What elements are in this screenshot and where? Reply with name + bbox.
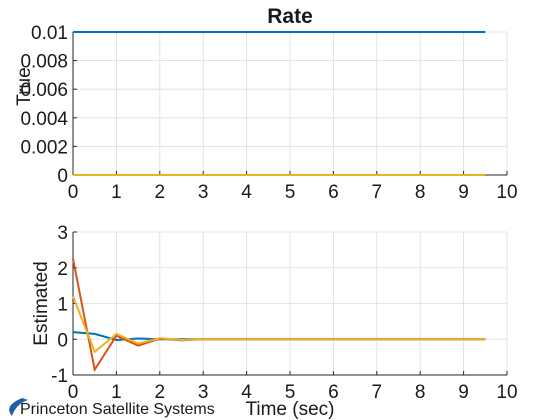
x-tick-label: 10 <box>496 182 517 203</box>
x-tick-label: 3 <box>198 182 209 203</box>
x-tick-label: 7 <box>372 382 383 403</box>
x-tick-label: 8 <box>415 382 426 403</box>
y-tick-label: 0.002 <box>20 137 68 158</box>
y-tick-label: -1 <box>51 366 68 387</box>
top-rate-plot: 0 1 2 3 4 5 6 7 8 9 10 0 0.002 0.004 0.006 0.008 0.01 Rat… <box>14 5 518 203</box>
x-tick-label: 10 <box>496 382 517 403</box>
x-tick-label: 4 <box>241 182 252 203</box>
x-tick-label: 2 <box>155 382 166 403</box>
y-tick-label: 0.01 <box>31 23 68 44</box>
y-tick-label: 1 <box>57 295 68 316</box>
y-tick-label: 2 <box>57 259 68 280</box>
swoosh-logo-icon <box>9 398 28 416</box>
y-tick-label: 0 <box>57 166 68 187</box>
x-tick-label: 9 <box>458 382 469 403</box>
y-tick-label: 0.008 <box>20 52 68 73</box>
x-tick-label: 8 <box>415 182 426 203</box>
x-axis-label: Time (sec) <box>245 399 334 420</box>
y-tick-label: 0.004 <box>20 109 68 130</box>
y-tick-label: 0 <box>57 330 68 351</box>
x-tick-label: 6 <box>328 182 339 203</box>
chart-title: Rate <box>267 5 313 28</box>
y-axis-label: Estimated <box>31 261 52 345</box>
x-tick-label: 1 <box>111 382 122 403</box>
x-tick-label: 2 <box>155 182 166 203</box>
y-axis-label: True <box>14 67 35 105</box>
x-tick-label: 7 <box>372 182 383 203</box>
x-tick-label: 0 <box>68 182 79 203</box>
x-tick-label: 3 <box>198 382 209 403</box>
footer-text: Princeton Satellite Systems <box>20 401 215 418</box>
x-tick-label: 1 <box>111 182 122 203</box>
x-tick-label: 9 <box>458 182 469 203</box>
footer-logo: Princeton Satellite Systems <box>9 398 215 418</box>
x-tick-label: 6 <box>328 382 339 403</box>
y-tick-label: 0.006 <box>20 80 68 101</box>
series-3-line <box>72 295 486 354</box>
y-tick-label: 3 <box>57 223 68 244</box>
x-tick-label: 4 <box>241 382 252 403</box>
x-tick-label: 5 <box>285 382 296 403</box>
x-tick-label: 5 <box>285 182 296 203</box>
x-tick-label: 0 <box>68 382 79 403</box>
